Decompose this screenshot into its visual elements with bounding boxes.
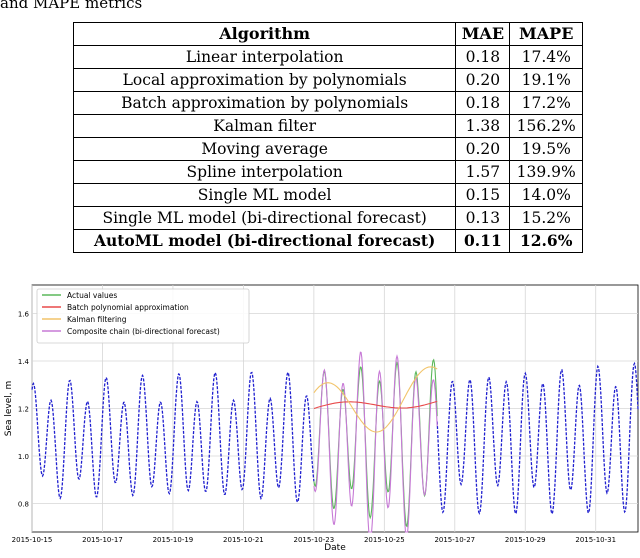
caption-fragment: and MAPE metrics: [0, 0, 143, 12]
x-tick-label: 2015-10-27: [434, 536, 475, 544]
x-tick-label: 2015-10-23: [294, 536, 335, 544]
legend-entry: Batch polynomial approximation: [67, 303, 189, 312]
cell-algorithm: Kalman filter: [72, 114, 457, 138]
legend-entry: Actual values: [67, 291, 117, 300]
table-row: AutoML model (bi-directional forecast) 0.…: [72, 229, 583, 253]
observed-series-left: [31, 370, 315, 504]
cell-algorithm: AutoML model (bi-directional forecast): [72, 229, 457, 253]
cell-mae: 0.18: [455, 45, 511, 69]
x-tick-label: 2015-10-29: [505, 536, 546, 544]
table-row: Moving average 0.20 19.5%: [72, 137, 583, 161]
header-algorithm: Algorithm: [72, 22, 457, 46]
kalman-filtering-series: [313, 366, 438, 433]
cell-algorithm: Moving average: [72, 137, 457, 161]
x-tick-label: 2015-10-31: [575, 536, 616, 544]
cell-algorithm: Single ML model: [72, 183, 457, 207]
legend-entry: Kalman filtering: [67, 315, 127, 324]
cell-algorithm: Linear interpolation: [72, 45, 457, 69]
cell-mape: 14.0%: [509, 183, 583, 207]
cell-algorithm: Local approximation by polynomials: [72, 68, 457, 92]
cell-mape: 17.2%: [509, 91, 583, 115]
table-row: Spline interpolation 1.57 139.9%: [72, 160, 583, 184]
cell-mape: 156.2%: [509, 114, 583, 138]
y-tick-label: 0.8: [18, 501, 29, 509]
header-mape: MAPE: [509, 22, 583, 46]
observed-series-right: [436, 361, 639, 516]
table-row: Single ML model 0.15 14.0%: [72, 183, 583, 207]
cell-mape: 17.4%: [509, 45, 583, 69]
cell-mae: 0.20: [455, 137, 511, 161]
cell-mae: 0.15: [455, 183, 511, 207]
chart-svg: 0.8 1.0 1.2 1.4 1.6 2015-10-15 2015-10-17 2015-…: [4, 284, 639, 553]
x-axis-label: Date: [324, 543, 346, 553]
x-tick-label: 2015-10-25: [364, 536, 405, 544]
y-axis-label: Sea level, m: [4, 381, 14, 437]
legend-box: [36, 288, 250, 344]
composite-chain-series: [313, 351, 438, 533]
table-row: Single ML model (bi-directional forecast…: [72, 206, 583, 230]
table-row: Kalman filter 1.38 156.2%: [72, 114, 583, 138]
table-row: Batch approximation by polynomials 0.18 17…: [72, 91, 583, 115]
legend-entry: Composite chain (bi-directional forecast…: [67, 327, 220, 336]
sea-level-chart: 0.8 1.0 1.2 1.4 1.6 2015-10-15 2015-10-17 2015-…: [0, 279, 640, 554]
table-header-row: Algorithm MAE MAPE: [72, 22, 583, 46]
x-tick-label: 2015-10-21: [223, 536, 264, 544]
x-tick-label: 2015-10-15: [12, 536, 53, 544]
cell-mae: 0.11: [455, 229, 511, 253]
cell-mape: 139.9%: [509, 160, 583, 184]
cell-mae: 0.13: [455, 206, 511, 230]
y-tick-label: 1.6: [18, 311, 30, 319]
batch-polynomial-series: [313, 400, 438, 410]
cell-algorithm: Batch approximation by polynomials: [72, 91, 457, 115]
cell-mape: 15.2%: [509, 206, 583, 230]
x-tick-label: 2015-10-17: [82, 536, 123, 544]
header-mae: MAE: [455, 22, 511, 46]
y-tick-label: 1.0: [18, 453, 29, 461]
cell-mape: 19.5%: [509, 137, 583, 161]
y-tick-label: 1.2: [18, 406, 29, 414]
cell-algorithm: Single ML model (bi-directional forecast…: [72, 206, 457, 230]
cell-mae: 0.20: [455, 68, 511, 92]
y-tick-label: 1.4: [18, 358, 30, 366]
x-tick-label: 2015-10-19: [153, 536, 194, 544]
cell-mae: 1.38: [455, 114, 511, 138]
cell-mape: 19.1%: [509, 68, 583, 92]
cell-mape: 12.6%: [509, 229, 583, 253]
table-row: Local approximation by polynomials 0.20 19…: [72, 68, 583, 92]
cell-mae: 0.18: [455, 91, 511, 115]
table-row: Linear interpolation 0.18 17.4%: [72, 45, 583, 69]
results-table: Algorithm MAE MAPE Linear interpolation 0…: [72, 22, 583, 253]
cell-mae: 1.57: [455, 160, 511, 184]
cell-algorithm: Spline interpolation: [72, 160, 457, 184]
